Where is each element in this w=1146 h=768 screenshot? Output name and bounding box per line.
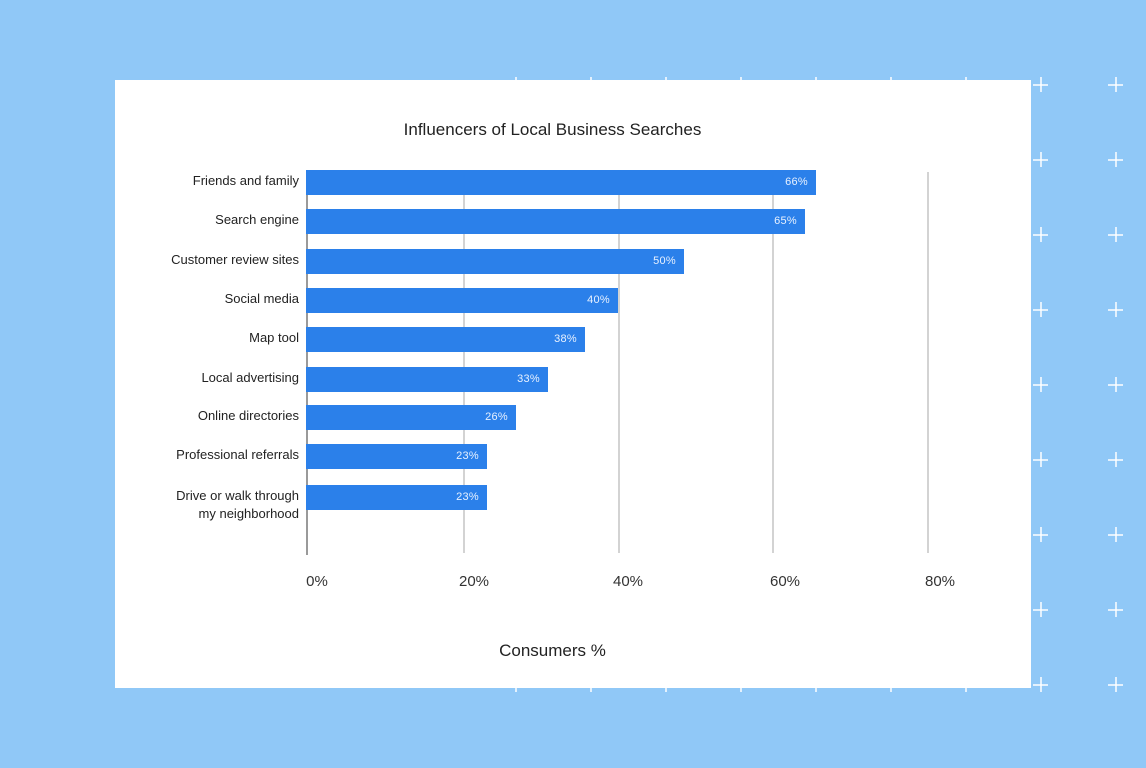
bar-value-label: 33% <box>517 373 540 385</box>
gridline-80 <box>927 172 929 553</box>
bar-value-label: 26% <box>485 411 508 423</box>
x-tick-0: 0% <box>306 573 328 590</box>
category-label: Online directories <box>197 408 299 423</box>
bar-value-label: 65% <box>774 215 797 227</box>
bar: 40% <box>306 288 618 313</box>
plus-icon <box>1033 452 1048 467</box>
category-label: Drive or walk through my neighborhood <box>176 488 299 521</box>
plus-icon <box>1033 527 1048 542</box>
bar-value-label: 66% <box>785 176 808 188</box>
bar: 65% <box>306 209 805 234</box>
category-label: Professional referrals <box>176 447 299 462</box>
plus-icon <box>1108 527 1123 542</box>
gridline-20 <box>463 172 465 553</box>
bar: 23% <box>306 485 487 510</box>
bar-value-label: 23% <box>456 450 479 462</box>
category-label: Map tool <box>249 330 299 345</box>
bar-value-label: 40% <box>587 294 610 306</box>
plus-icon <box>1033 377 1048 392</box>
plot-area: 0% 20% 40% 60% 80% Friends and family 66%… <box>115 80 1031 688</box>
plus-icon <box>1108 377 1123 392</box>
x-axis-label: Consumers % <box>499 641 606 660</box>
plus-icon <box>1108 602 1123 617</box>
bar: 23% <box>306 444 487 469</box>
bar-value-label: 50% <box>653 255 676 267</box>
gridline-40 <box>618 172 620 553</box>
plus-icon <box>1108 227 1123 242</box>
category-label: Friends and family <box>192 173 299 188</box>
category-label: Social media <box>224 291 299 306</box>
plus-icon <box>1033 77 1048 92</box>
chart-card: Influencers of Local Business Searches 0… <box>115 80 1031 688</box>
category-label: Search engine <box>215 212 299 227</box>
plus-icon <box>1108 302 1123 317</box>
x-tick-40: 40% <box>612 573 644 590</box>
bar: 33% <box>306 367 548 392</box>
plus-icon <box>1033 602 1048 617</box>
gridline-60 <box>772 172 774 553</box>
x-tick-20: 20% <box>458 573 490 590</box>
plus-icon <box>1108 452 1123 467</box>
axis-zero-line <box>306 172 308 555</box>
plus-icon <box>1033 227 1048 242</box>
plus-icon <box>1108 152 1123 167</box>
bar: 38% <box>306 327 585 352</box>
x-tick-80: 80% <box>924 573 956 590</box>
plus-icon <box>1033 302 1048 317</box>
bar: 66% <box>306 170 816 195</box>
category-label: Customer review sites <box>171 252 299 267</box>
bar: 26% <box>306 405 516 430</box>
chart-title: Influencers of Local Business Searches <box>403 120 702 139</box>
plus-icon <box>1108 77 1123 92</box>
bar-value-label: 23% <box>456 491 479 503</box>
bar: 50% <box>306 249 684 274</box>
x-tick-60: 60% <box>769 573 801 590</box>
plus-icon <box>1033 152 1048 167</box>
plus-icon <box>1033 677 1048 692</box>
plus-icon <box>1108 677 1123 692</box>
bar-value-label: 38% <box>554 333 577 345</box>
category-label: Local advertising <box>201 370 299 385</box>
